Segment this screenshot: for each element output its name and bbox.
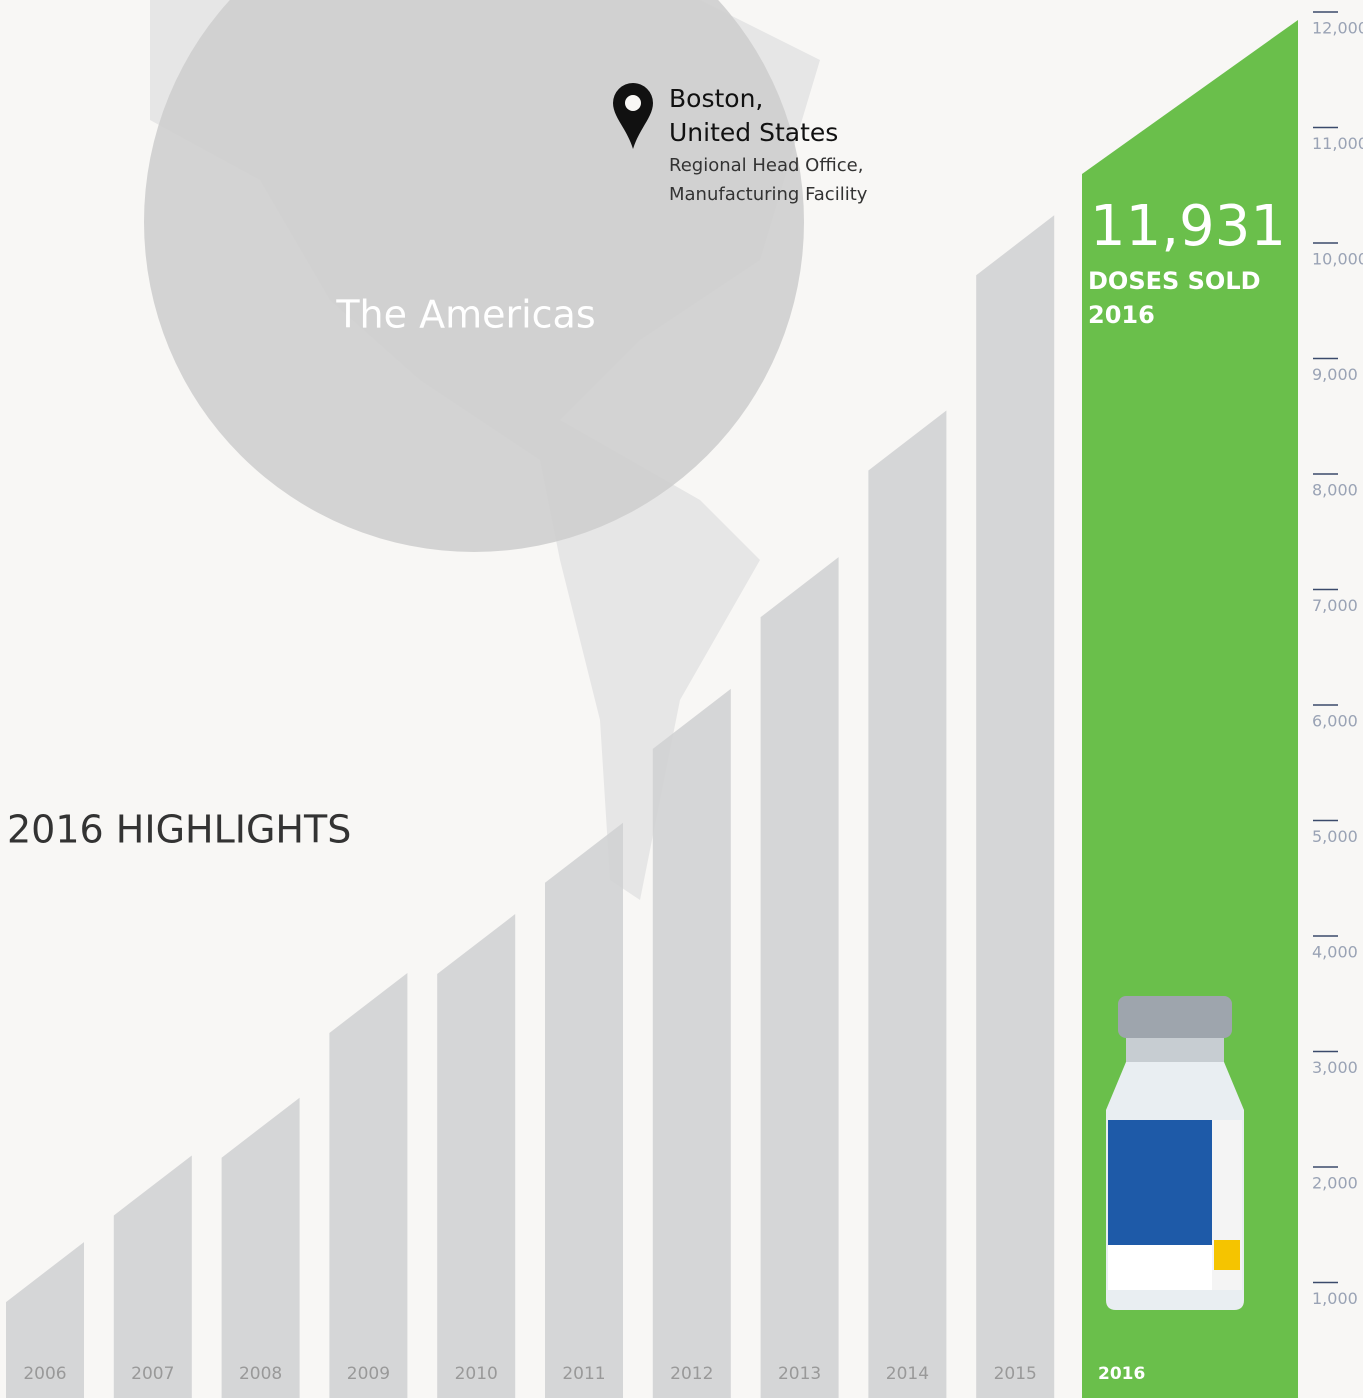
vial-neck [1126, 1038, 1224, 1062]
x-tick-label: 2016 [1098, 1364, 1145, 1384]
vial-label-logo [1108, 1245, 1212, 1290]
y-tick-label: 6,000 [1312, 712, 1358, 731]
vial-hazard [1214, 1240, 1240, 1270]
product-vial [1106, 996, 1244, 1310]
y-tick-label: 10,000 [1312, 250, 1363, 269]
bar [652, 688, 731, 1398]
x-tick-label: 2007 [131, 1364, 174, 1384]
bar [113, 1155, 192, 1398]
y-tick-label: 9,000 [1312, 365, 1358, 384]
bar [976, 215, 1055, 1398]
y-tick-label: 2,000 [1312, 1174, 1358, 1193]
x-tick-label: 2012 [670, 1364, 713, 1384]
x-tick-label: 2015 [994, 1364, 1037, 1384]
y-tick-label: 12,000 [1312, 19, 1363, 38]
x-tick-label: 2013 [778, 1364, 821, 1384]
value-caption: DOSES SOLD [1088, 267, 1261, 295]
location-description: Manufacturing Facility [669, 184, 868, 205]
y-tick-label: 3,000 [1312, 1058, 1358, 1077]
y-tick-label: 1,000 [1312, 1289, 1358, 1308]
location-pin [613, 83, 653, 149]
bar [868, 410, 947, 1398]
x-tick-label: 2011 [562, 1364, 605, 1384]
location-pin-hole [625, 95, 641, 111]
x-tick-label: 2010 [455, 1364, 498, 1384]
location-description: Regional Head Office, [669, 155, 863, 176]
bar [329, 972, 408, 1398]
bar [760, 557, 839, 1398]
y-tick-label: 5,000 [1312, 827, 1358, 846]
x-tick-label: 2014 [886, 1364, 929, 1384]
value-label: 11,931 [1090, 194, 1286, 259]
y-tick-label: 11,000 [1312, 134, 1363, 153]
y-tick-label: 7,000 [1312, 596, 1358, 615]
location-name: United States [669, 118, 838, 147]
region-globe [144, 0, 804, 552]
y-tick-label: 8,000 [1312, 481, 1358, 500]
x-tick-label: 2008 [239, 1364, 282, 1384]
location-name: Boston, [669, 84, 763, 113]
bar [221, 1097, 300, 1398]
vial-cap [1118, 996, 1232, 1038]
value-caption: 2016 [1088, 301, 1155, 329]
region-label: The Americas [335, 293, 595, 337]
bar [545, 822, 623, 1398]
chart-title: 2016 HIGHLIGHTS [7, 808, 351, 852]
x-tick-label: 2009 [347, 1364, 390, 1384]
x-tick-label: 2006 [23, 1364, 66, 1384]
y-tick-label: 4,000 [1312, 943, 1358, 962]
bar [6, 1242, 84, 1398]
bar [437, 914, 516, 1398]
